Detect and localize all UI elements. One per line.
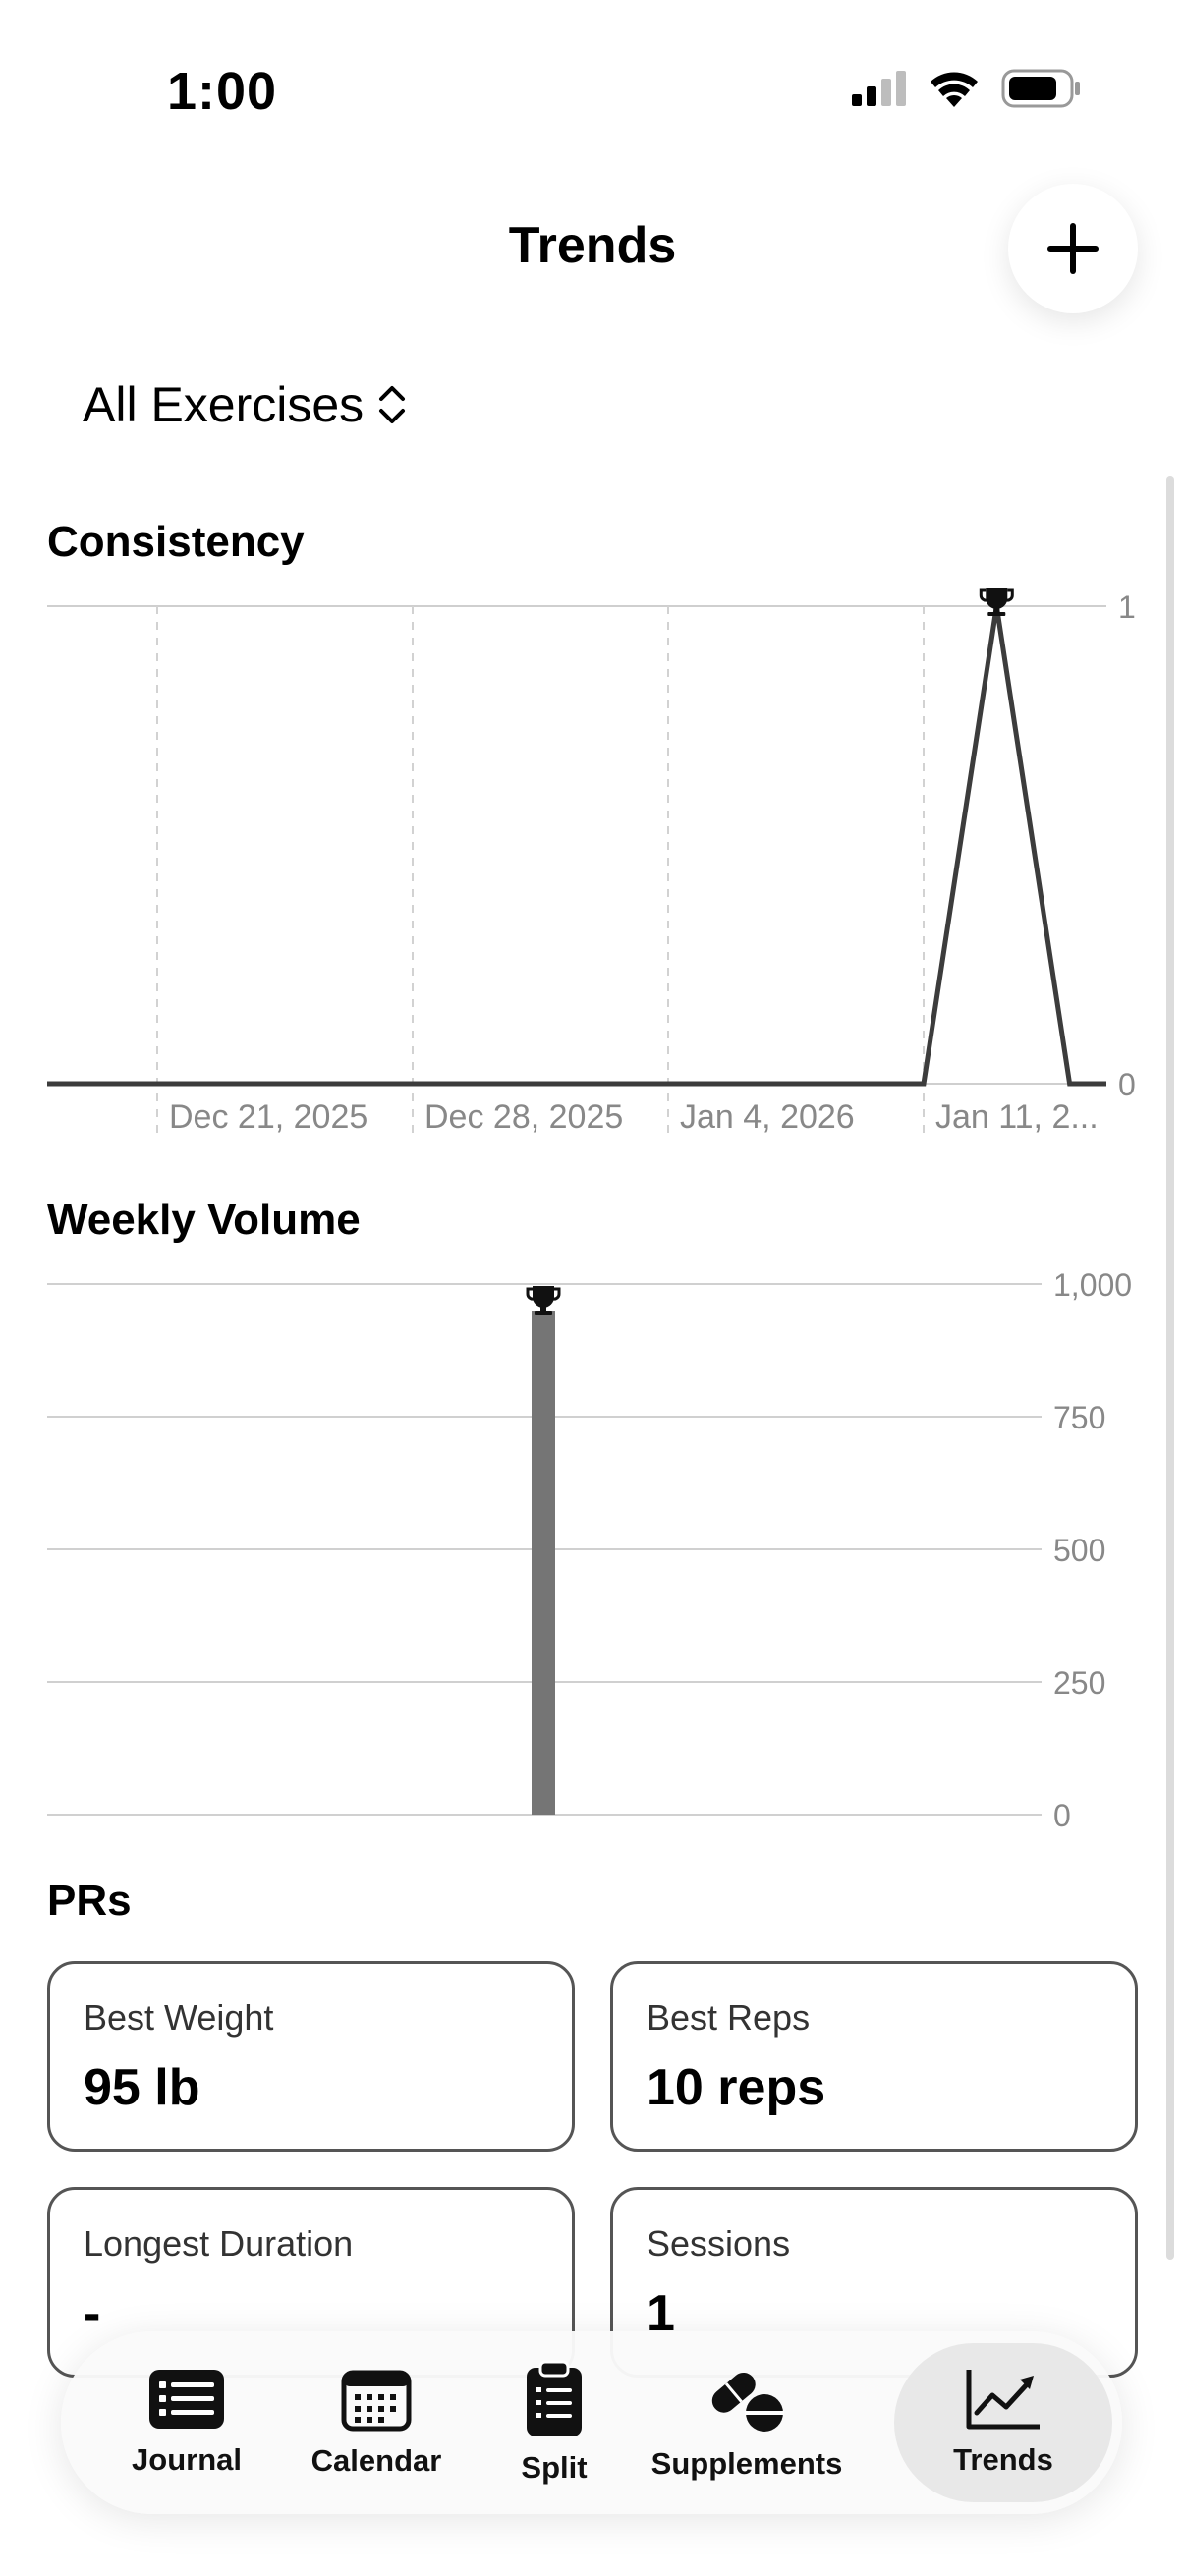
tab-supplements[interactable]: Supplements <box>639 2331 855 2514</box>
pr-card-label: Best Reps <box>647 1997 811 2038</box>
pr-card-value: 10 reps <box>647 2059 826 2116</box>
consistency-title: Consistency <box>47 518 305 566</box>
tab-trends[interactable]: Trends <box>894 2343 1112 2502</box>
consistency-series-line <box>47 605 1106 1087</box>
tab-journal[interactable]: Journal <box>100 2331 273 2514</box>
chevron-up-down-icon <box>379 386 406 423</box>
volume-bar <box>532 1311 555 1815</box>
plus-icon <box>1047 223 1099 274</box>
tab-label: Calendar <box>310 2443 442 2478</box>
x-tick-label: Jan 4, 2026 <box>680 1098 855 1136</box>
tab-split[interactable]: Split <box>480 2331 629 2514</box>
status-time: 1:00 <box>167 62 278 121</box>
trend-chart-icon <box>966 2370 1040 2430</box>
pr-card-best-weight: Best Weight 95 lb <box>47 1961 575 2152</box>
tab-bar: Journal Calendar Split <box>61 2331 1122 2514</box>
tab-label: Journal <box>132 2442 242 2477</box>
y-tick-label: 0 <box>1053 1798 1071 1827</box>
x-tick-label: Dec 28, 2025 <box>424 1098 623 1136</box>
tab-label: Split <box>521 2450 588 2485</box>
calendar-icon <box>341 2370 412 2432</box>
x-tick-label: Jan 11, 2... <box>935 1098 1099 1136</box>
y-tick-label: 750 <box>1053 1400 1105 1435</box>
exercise-filter-picker[interactable]: All Exercises <box>83 376 407 433</box>
y-tick-label: 1,000 <box>1053 1267 1132 1303</box>
weekly-volume-chart: 1,000 750 500 250 0 <box>47 1267 1132 1827</box>
wifi-icon <box>931 72 978 107</box>
scroll-indicator[interactable] <box>1166 476 1174 2260</box>
page-title: Trends <box>508 217 677 274</box>
pr-card-value: 95 lb <box>84 2059 200 2116</box>
prs-title: PRs <box>47 1876 132 1925</box>
weekly-volume-title: Weekly Volume <box>47 1196 361 1244</box>
y-tick-label: 0 <box>1118 1067 1136 1102</box>
trophy-icon <box>526 1286 561 1315</box>
status-bar: 1:00 <box>0 0 1185 187</box>
pr-card-label: Longest Duration <box>84 2223 354 2264</box>
pills-icon <box>711 2373 784 2432</box>
cellular-signal-icon <box>852 71 906 106</box>
status-icons <box>852 69 1082 108</box>
y-tick-label: 500 <box>1053 1533 1105 1568</box>
y-tick-label: 250 <box>1053 1665 1105 1701</box>
x-tick-label: Dec 21, 2025 <box>169 1098 367 1136</box>
tab-calendar[interactable]: Calendar <box>283 2331 470 2514</box>
exercise-filter-label: All Exercises <box>83 377 365 432</box>
journal-list-icon <box>149 2370 224 2429</box>
consistency-chart: Dec 21, 2025 Dec 28, 2025 Jan 4, 2026 Jan 1… <box>47 588 1136 1136</box>
pr-card-value: - <box>84 2285 101 2342</box>
pr-card-best-reps: Best Reps 10 reps <box>610 1961 1138 2152</box>
y-tick-label: 1 <box>1118 589 1136 625</box>
tab-label: Supplements <box>650 2446 843 2481</box>
pr-card-label: Sessions <box>647 2223 791 2264</box>
add-button[interactable] <box>1008 184 1138 313</box>
tab-label: Trends <box>953 2442 1053 2477</box>
pr-card-label: Best Weight <box>84 1997 274 2038</box>
battery-icon <box>1001 69 1080 108</box>
trophy-icon <box>979 588 1014 616</box>
clipboard-icon <box>527 2360 582 2436</box>
